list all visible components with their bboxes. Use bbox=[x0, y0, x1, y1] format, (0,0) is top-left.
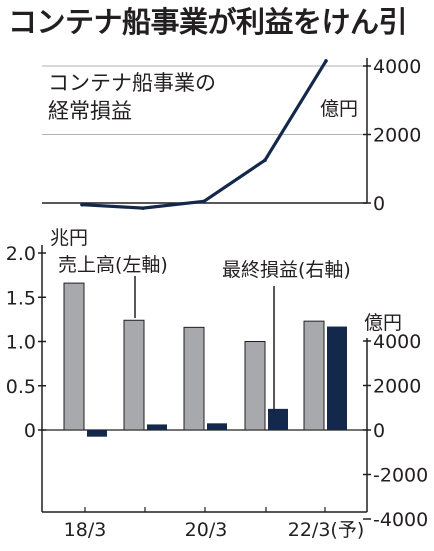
left-axis-tick-label: 0 bbox=[24, 420, 36, 442]
line-point bbox=[80, 202, 84, 207]
line-chart-tick-label: 2000 bbox=[373, 125, 421, 147]
line-chart-series bbox=[80, 59, 328, 210]
left-axis-unit-label: 兆円 bbox=[50, 227, 88, 249]
bar-profit bbox=[207, 423, 227, 430]
right-axis-tick-label: 0 bbox=[373, 420, 385, 442]
x-axis-tick-label: 20/3 bbox=[185, 519, 228, 541]
x-axis-tick-label: 22/3(予) bbox=[288, 519, 365, 541]
bar-profit bbox=[268, 408, 288, 430]
left-axis-tick-label: 1.5 bbox=[6, 287, 36, 309]
line-chart-title-line2: 経常損益 bbox=[48, 99, 132, 123]
line-chart-unit-label: 億円 bbox=[320, 98, 358, 120]
left-axis-tick-label: 2.0 bbox=[6, 243, 36, 265]
right-axis-tick-label: -2000 bbox=[373, 465, 428, 487]
bar-revenue bbox=[303, 320, 325, 431]
bar-chart: 兆円 億円 0 0.5 1.0 1.5 2.0 -4000 -2000 0 2000 4000 18… bbox=[6, 227, 428, 541]
page-title: コンテナ船事業が利益をけん引 bbox=[8, 5, 408, 39]
line-chart-tick-label: 0 bbox=[373, 193, 385, 215]
right-axis-unit-label: 億円 bbox=[364, 312, 402, 334]
left-axis-tick-label: 1.0 bbox=[6, 332, 36, 354]
line-point bbox=[263, 158, 267, 162]
line-chart: コンテナ船事業の 経常損益 億円 0 2000 4000 bbox=[42, 56, 421, 215]
legend-profit: 最終損益(右軸) bbox=[222, 259, 351, 281]
line-chart-title-line1: コンテナ船事業の bbox=[48, 71, 216, 95]
bar-chart-bars bbox=[63, 282, 347, 437]
right-axis-tick-label: -4000 bbox=[373, 509, 428, 531]
right-axis-tick-label: 2000 bbox=[373, 376, 421, 398]
bar-chart-legend: 売上高(左軸) 最終損益(右軸) bbox=[58, 254, 351, 412]
line-point bbox=[324, 59, 328, 63]
bar-profit bbox=[87, 430, 107, 437]
line-point bbox=[202, 199, 206, 204]
x-axis-tick-label: 18/3 bbox=[64, 519, 107, 541]
bar-revenue bbox=[63, 282, 85, 431]
line-chart-y-ticks: 0 2000 4000 bbox=[363, 56, 421, 215]
left-axis-tick-label: 0.5 bbox=[6, 376, 36, 398]
bar-profit bbox=[327, 326, 347, 430]
bar-revenue bbox=[123, 319, 145, 431]
legend-revenue: 売上高(左軸) bbox=[58, 254, 168, 276]
line-chart-tick-label: 4000 bbox=[373, 56, 421, 78]
bar-profit bbox=[147, 424, 167, 430]
bar-revenue bbox=[244, 341, 266, 431]
bar-revenue bbox=[183, 326, 205, 431]
line-point bbox=[141, 206, 145, 210]
right-axis-tick-label: 4000 bbox=[373, 331, 421, 353]
